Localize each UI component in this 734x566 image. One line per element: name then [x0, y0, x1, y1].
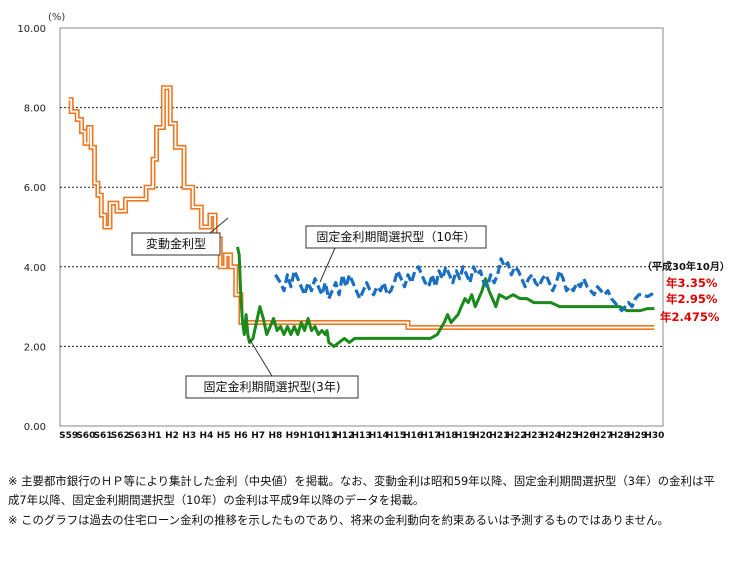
- x-tick-label: H12: [334, 431, 354, 441]
- annotation-3year-rate: 年2.95%: [666, 292, 718, 306]
- x-tick-label: H23: [524, 431, 544, 441]
- leader-line-variable: [209, 217, 229, 234]
- x-tick-label: H8: [268, 431, 282, 441]
- label-variable-rate-text: 変動金利型: [146, 236, 206, 251]
- grid-lines: [60, 107, 663, 347]
- x-tick-label: H3: [182, 431, 196, 441]
- label-variable-rate: 変動金利型: [131, 232, 221, 256]
- x-tick-label: S60: [76, 431, 95, 441]
- x-tick-label: H1: [148, 431, 162, 441]
- x-tick-label: H26: [575, 431, 595, 441]
- series-lines: [68, 85, 656, 348]
- x-tick-label: S59: [59, 431, 78, 441]
- x-tick-label: H19: [455, 431, 475, 441]
- label-fixed-10year-text: 固定金利期間選択型（10年）: [316, 229, 475, 244]
- series-line-path: [274, 257, 656, 313]
- annotation-10year-rate: 年3.35%: [666, 276, 718, 290]
- x-tick-label: H10: [300, 431, 320, 441]
- x-tick-label: H7: [251, 431, 265, 441]
- series-line-2: [274, 257, 656, 313]
- x-tick-label: H4: [200, 431, 214, 441]
- x-tick-label: S62: [111, 431, 130, 441]
- y-tick-labels: 0.00 2.00 4.00 6.00 8.00 10.00: [17, 24, 46, 433]
- x-tick-label: H28: [610, 431, 630, 441]
- y-tick-label: 10.00: [17, 24, 46, 35]
- x-tick-label: H11: [317, 431, 337, 441]
- x-tick-label: H20: [472, 431, 492, 441]
- x-tick-label: H9: [286, 431, 300, 441]
- series-line-1: [236, 246, 655, 348]
- rate-chart: 0.00 2.00 4.00 6.00 8.00 10.00 S59S60S61S62S6…: [17, 12, 730, 441]
- x-tick-label: S61: [94, 431, 113, 441]
- y-tick-label: 4.00: [24, 263, 46, 274]
- series-line-path: [236, 246, 655, 348]
- series-line-0: [68, 85, 655, 330]
- leader-line-3year: [249, 339, 273, 377]
- x-tick-label: H6: [234, 431, 248, 441]
- annotation-variable-rate: 年2.475%: [660, 310, 720, 324]
- x-tick-label: H30: [644, 431, 664, 441]
- x-tick-label: H17: [420, 431, 440, 441]
- annotation-title: （平成30年10月）: [642, 260, 730, 273]
- x-tick-label: H21: [489, 431, 509, 441]
- x-tick-label: H2: [165, 431, 179, 441]
- y-tick-label: 8.00: [24, 104, 46, 115]
- leader-line-10year: [319, 247, 336, 283]
- x-tick-label: H25: [558, 431, 578, 441]
- x-tick-label: H13: [351, 431, 371, 441]
- label-fixed-3year-text: 固定金利期間選択型(3年): [204, 379, 341, 394]
- label-fixed-3year: 固定金利期間選択型(3年): [185, 375, 359, 399]
- x-tick-label: H14: [369, 431, 389, 441]
- x-tick-label: H29: [627, 431, 647, 441]
- x-tick-label: H18: [438, 431, 458, 441]
- footnote-data-source: ※ 主要都市銀行のＨＰ等により集計した金利（中央値）を掲載。なお、変動金利は昭和…: [8, 474, 715, 507]
- footnote-disclaimer: ※ このグラフは過去の住宅ローン金利の推移を示したものであり、将来の金利動向を約…: [8, 513, 669, 527]
- y-tick-label: 0.00: [24, 422, 46, 433]
- label-fixed-10year: 固定金利期間選択型（10年）: [305, 225, 487, 249]
- series-line-inner: [68, 86, 655, 329]
- x-tick-label: H15: [386, 431, 406, 441]
- x-tick-label: S63: [128, 431, 147, 441]
- x-tick-label: H16: [403, 431, 423, 441]
- x-tick-label: H27: [593, 431, 613, 441]
- x-tick-label: H5: [217, 431, 231, 441]
- y-tick-label: 2.00: [24, 342, 46, 353]
- y-axis-label: (%): [48, 12, 65, 23]
- y-tick-label: 6.00: [24, 183, 46, 194]
- x-tick-label: H24: [541, 431, 561, 441]
- x-tick-label: H22: [507, 431, 527, 441]
